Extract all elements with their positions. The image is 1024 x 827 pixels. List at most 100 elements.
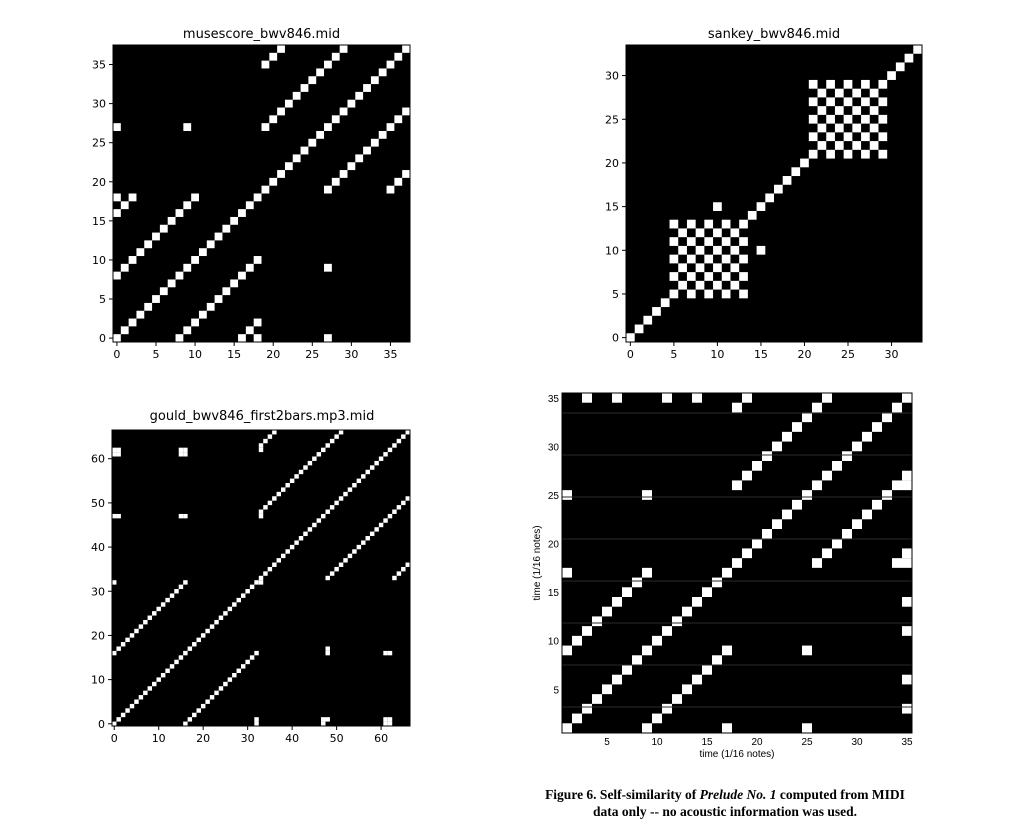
heatmap-cell <box>206 240 215 249</box>
y-tick-label: 60 <box>91 453 105 466</box>
heatmap-cell <box>822 470 832 481</box>
heatmap-cell <box>258 580 264 585</box>
heatmap-cell <box>861 149 870 159</box>
heatmap-cell <box>272 430 277 435</box>
heatmap-cell <box>732 480 742 491</box>
heatmap-cell <box>695 245 705 255</box>
heatmap-cell <box>812 480 822 491</box>
heatmap-cell <box>401 500 406 506</box>
heatmap-cell <box>261 60 270 69</box>
x-tick-label: 0 <box>113 348 120 361</box>
heatmap-cell <box>307 527 313 532</box>
heatmap-cell <box>721 254 731 264</box>
heatmap-cell <box>277 107 285 116</box>
heatmap-cell <box>277 170 285 178</box>
heatmap-cell <box>669 289 679 299</box>
heatmap-cell <box>223 681 228 687</box>
heatmap-cell <box>355 154 364 163</box>
heatmap-cell <box>147 686 153 691</box>
heatmap-cell <box>281 487 286 492</box>
heatmap-cell <box>392 509 397 514</box>
heatmap-cell <box>692 674 702 685</box>
heatmap-cell <box>817 141 827 150</box>
heatmap-cell <box>144 302 153 311</box>
heatmap-cell <box>882 490 892 500</box>
heatmap-cell <box>387 650 393 656</box>
heatmap-cell <box>826 132 835 142</box>
heatmap-cell <box>232 602 237 607</box>
heatmap-cell <box>116 646 121 651</box>
heatmap-cell <box>245 263 254 272</box>
heatmap-cell <box>802 490 812 500</box>
heatmap-cell <box>817 88 827 98</box>
heatmap-cell <box>822 548 832 559</box>
heatmap-cell <box>402 170 410 178</box>
y-tick-label: 10 <box>548 637 560 648</box>
y-tick-label: 20 <box>91 629 105 642</box>
heatmap-cell <box>245 589 250 594</box>
heatmap-cell <box>712 655 722 665</box>
heatmap-cell <box>138 695 144 700</box>
heatmap-cell <box>902 480 912 491</box>
heatmap-cell <box>861 97 870 107</box>
heatmap-cell <box>183 650 188 656</box>
heatmap-cell <box>383 452 388 457</box>
heatmap-cell <box>363 146 371 155</box>
heatmap-cell <box>704 219 714 229</box>
y-tick-label: 25 <box>92 137 106 150</box>
heatmap-cell <box>209 624 215 629</box>
y-tick-label: 30 <box>548 442 560 453</box>
heatmap-cell <box>872 499 882 510</box>
heatmap-cell <box>626 333 635 342</box>
plot-frame <box>625 44 923 343</box>
heatmap-cell <box>378 522 384 528</box>
heatmap-cell <box>642 567 652 578</box>
heatmap-cell <box>592 694 602 704</box>
x-tick-label: 30 <box>344 348 358 361</box>
heatmap-cell <box>902 597 912 607</box>
heatmap-cell <box>292 154 301 163</box>
heatmap-cell <box>662 703 672 714</box>
caption-suffix: computed from MIDI <box>776 787 905 802</box>
heatmap-cell <box>862 509 872 520</box>
heatmap-panel-scanned: 5 10 15 20 25 30 35 5 10 15 20 25 30 35 time (1/16 not… <box>520 385 920 765</box>
heatmap-cell <box>175 334 184 342</box>
heatmap-cell <box>165 668 170 673</box>
x-tick-label: 15 <box>227 348 241 361</box>
heatmap-cell <box>622 587 632 597</box>
heatmap-cell <box>742 393 752 403</box>
heatmap-cell <box>169 664 175 669</box>
heatmap-cell <box>732 402 742 413</box>
heatmap-cell <box>198 310 207 319</box>
x-tick-label: 10 <box>651 737 663 748</box>
heatmap-cell <box>316 452 322 457</box>
heatmap-cell <box>352 549 357 554</box>
heatmap-cell <box>198 248 207 257</box>
heatmap-cell <box>238 271 246 280</box>
heatmap-cell <box>405 562 410 567</box>
heatmap-cell <box>152 232 160 241</box>
heatmap-cell <box>802 645 812 656</box>
heatmap-cell <box>792 499 802 510</box>
heatmap-cell <box>112 721 117 726</box>
heatmap-cell <box>383 721 388 726</box>
heatmap-cell <box>308 76 317 85</box>
heatmap-cell <box>562 723 572 733</box>
heatmap-cell <box>143 619 148 625</box>
heatmap-cell <box>361 474 366 479</box>
heatmap-cell <box>902 548 912 559</box>
heatmap-cell <box>227 606 233 612</box>
heatmap-cell <box>878 149 888 159</box>
heatmap-cell <box>834 106 844 115</box>
heatmap-cell <box>303 465 308 470</box>
heatmap-cell <box>852 106 862 115</box>
heatmap-plot: 0 10 20 30 40 50 60 0 10 20 30 40 50 60 <box>91 429 411 745</box>
heatmap-cell <box>892 480 902 491</box>
heatmap-cell <box>643 315 653 325</box>
heatmap-cell <box>834 141 844 150</box>
heatmap-cell <box>772 519 782 529</box>
heatmap-cell <box>277 45 285 53</box>
y-tick-label: 10 <box>91 674 105 687</box>
heatmap-cell <box>183 326 192 335</box>
heatmap-cell <box>869 141 879 150</box>
